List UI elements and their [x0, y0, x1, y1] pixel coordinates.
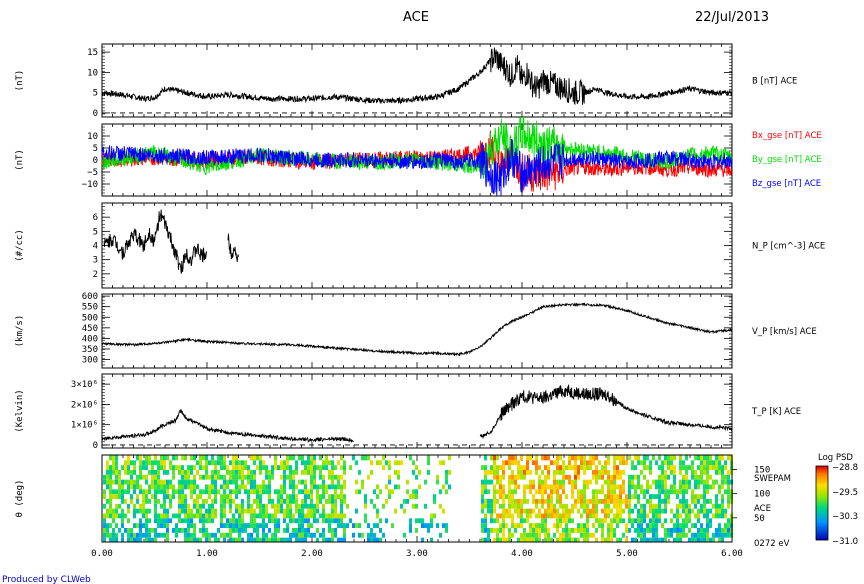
series-label: N_P [cm^-3] ACE [752, 242, 825, 252]
series-label: Bx_gse [nT] ACE [752, 131, 822, 141]
y-tick-label: 500 [82, 313, 98, 323]
y-tick-label: 2×10⁶ [71, 400, 98, 410]
series-label: By_gse [nT] ACE [752, 155, 822, 165]
y-tick-label: 550 [82, 303, 98, 313]
instrument-label: 0272 eV [754, 539, 790, 549]
footer-credit: Produced by CLWeb [2, 575, 91, 584]
series-label: B [nT] ACE [752, 77, 797, 87]
panel-frame [101, 202, 733, 289]
y-tick-label: 1×10⁶ [71, 421, 98, 431]
x-tick-label: 5.00 [616, 549, 638, 559]
panel-5: (Kelvin) 0 1×10⁶ 2×10⁶ 3×10⁶ T_P [K] ACE [15, 373, 801, 451]
y-tick-label: 450 [82, 324, 98, 334]
y-tick-label: −10 [82, 180, 98, 190]
y-tick-label: 5 [93, 89, 98, 99]
instrument-label: SWEPAM [754, 474, 791, 484]
instrument-label: ACE [754, 504, 771, 514]
y-tick-label: 15 [87, 48, 98, 58]
panel-frame [101, 293, 733, 369]
colorbar-tick: −29.5 [832, 488, 858, 498]
y-axis-label: (#/cc) [15, 229, 25, 262]
series-line-1 [101, 47, 733, 106]
y-tick-label: 6 [93, 213, 98, 223]
series-line-3 [101, 138, 733, 196]
colorbar-tick: −31.0 [832, 537, 858, 547]
heatmap-cells [103, 455, 733, 543]
colorbar-tick: −28.8 [832, 463, 858, 473]
y-tick-label: 0 [93, 441, 98, 451]
colorbar-title: Log PSD [818, 453, 853, 463]
y-tick-label: 3×10⁶ [71, 380, 98, 390]
series-line-1 [101, 302, 733, 357]
y-tick-label: 5 [93, 144, 98, 154]
y-tick-label: 10 [87, 68, 98, 78]
colorbar-tick: −30.3 [832, 512, 858, 522]
series-label: T_P [K] ACE [751, 407, 801, 417]
series-label: V_P [km/s] ACE [752, 327, 817, 337]
y-axis-label: (nT) [15, 70, 25, 92]
colorbar: Log PSD−28.8 −29.5 −30.3 −31.0 [815, 453, 858, 547]
y-tick-label: 600 [82, 292, 98, 302]
y-tick-label: 150 [754, 466, 770, 476]
y-tick-label: 10 [87, 132, 98, 142]
y-axis-label: (nT) [15, 149, 25, 171]
y-tick-label: 5 [93, 227, 98, 237]
y-tick-label: −5 [87, 168, 98, 178]
y-tick-label: 100 [754, 490, 770, 500]
series-label: Bz_gse [nT] ACE [752, 179, 821, 189]
panel-frame [101, 43, 733, 118]
y-axis-label: θ (deg) [15, 480, 25, 518]
panel-1: (nT) 0 5 10 15 B [nT] ACE [15, 43, 797, 119]
panel-3: (#/cc) 2 3 4 5 6 N_P [cm^-3] ACE [15, 202, 825, 289]
y-tick-label: 50 [754, 514, 765, 524]
x-tick-label: 3.00 [406, 549, 428, 559]
x-tick-label: 4.00 [511, 549, 533, 559]
series-line-1 [101, 408, 354, 444]
chart-date: 22/Jul/2013 [695, 10, 769, 25]
series-line-1 [103, 209, 208, 274]
y-axis-label: (km/s) [15, 315, 25, 348]
chart-title: ACE [403, 10, 429, 25]
x-tick-label: 6.00 [721, 549, 743, 559]
y-axis-label: (Kelvin) [15, 389, 25, 432]
series-line-1 [227, 233, 239, 263]
y-tick-label: 2 [93, 270, 98, 280]
x-tick-label: 1.00 [196, 549, 218, 559]
y-tick-label: 3 [93, 256, 98, 266]
y-tick-label: 0 [93, 156, 98, 166]
series-line-1 [479, 384, 733, 440]
x-tick-label: 2.00 [301, 549, 323, 559]
panel-frame [101, 373, 733, 449]
y-tick-label: 300 [82, 356, 98, 366]
y-tick-label: 0 [93, 109, 98, 119]
x-tick-label: 0.00 [91, 549, 113, 559]
y-tick-label: 400 [82, 334, 98, 344]
y-tick-label: 4 [93, 242, 98, 252]
panel-2: (nT) −10 −5 0 5 10 Bx_gse [nT] ACE By_gse [nT] … [15, 115, 822, 197]
y-tick-label: 350 [82, 345, 98, 355]
